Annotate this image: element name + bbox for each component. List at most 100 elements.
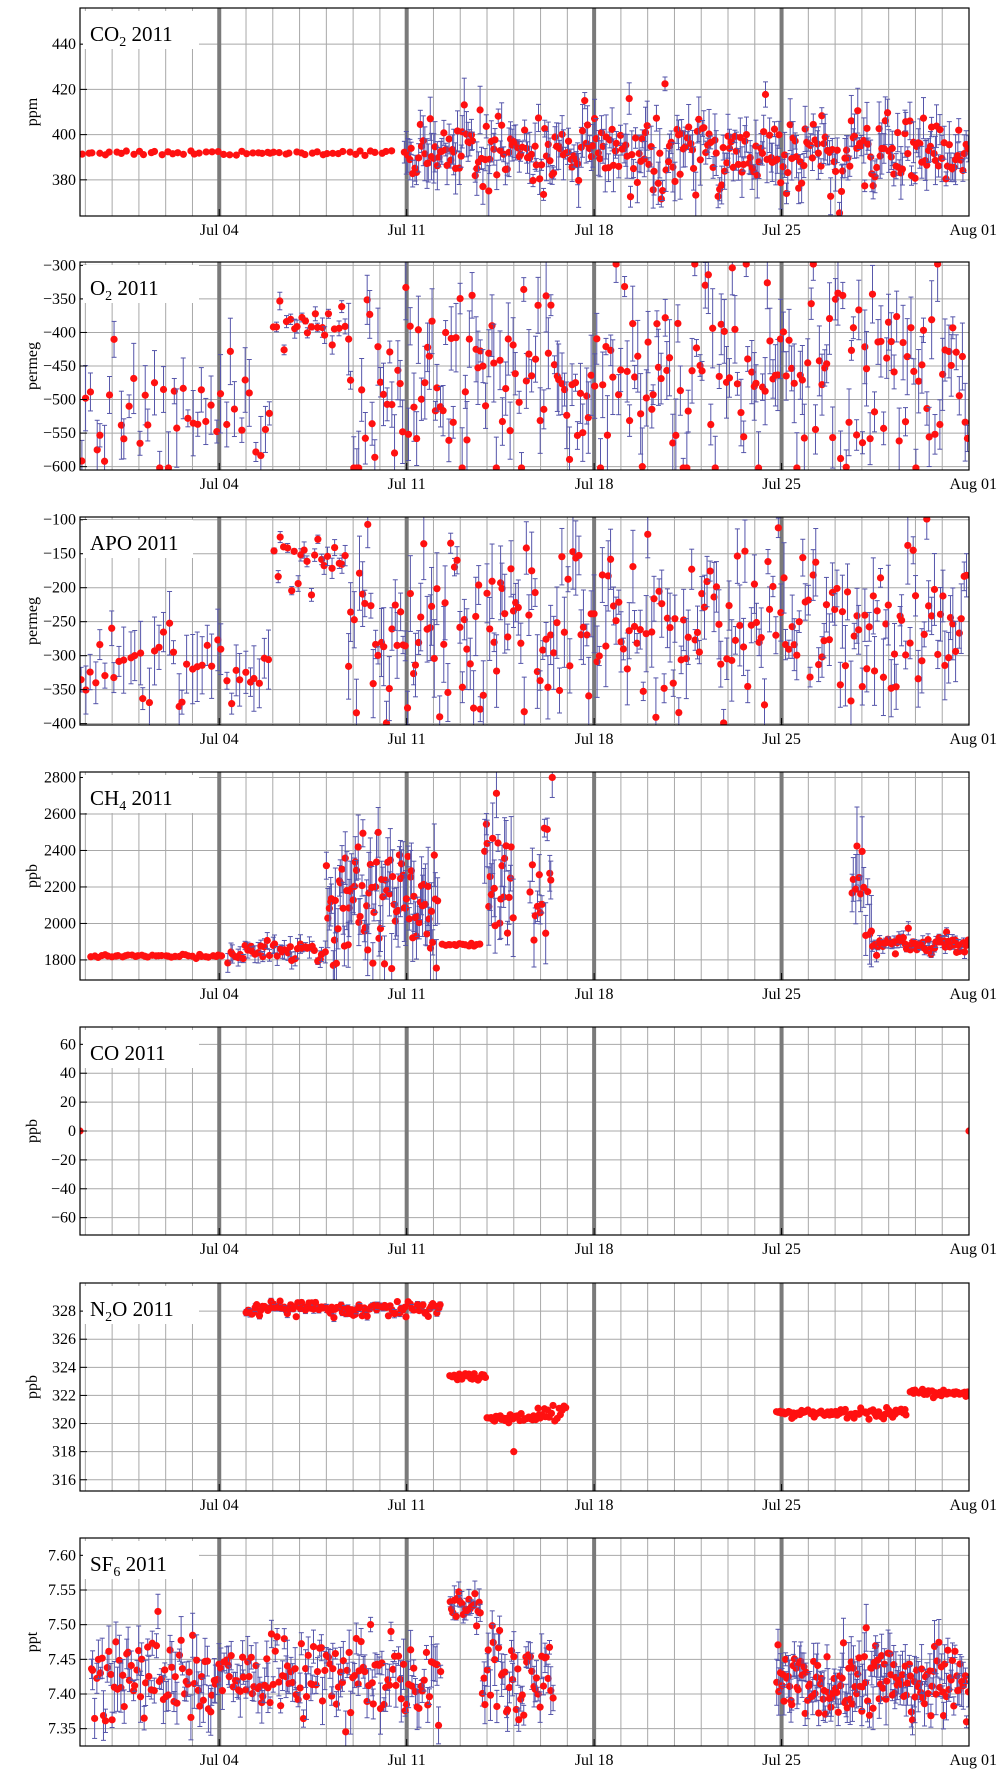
data-point bbox=[599, 381, 607, 389]
data-point bbox=[538, 900, 546, 908]
data-point bbox=[352, 866, 361, 874]
data-point bbox=[902, 651, 910, 659]
x-tick-label: Jul 25 bbox=[762, 222, 801, 239]
data-point bbox=[329, 149, 337, 157]
data-point bbox=[930, 585, 939, 594]
data-point bbox=[88, 149, 96, 157]
data-point bbox=[407, 867, 415, 875]
data-point bbox=[322, 862, 331, 870]
data-point bbox=[884, 318, 893, 326]
data-point bbox=[433, 162, 441, 170]
data-point bbox=[457, 152, 465, 160]
data-point bbox=[345, 904, 353, 912]
data-point bbox=[815, 357, 823, 365]
data-point bbox=[728, 656, 736, 665]
data-point bbox=[372, 640, 380, 649]
data-point bbox=[385, 685, 393, 693]
data-point bbox=[155, 643, 163, 651]
data-point bbox=[415, 154, 423, 162]
data-point bbox=[634, 352, 642, 360]
data-point bbox=[849, 324, 857, 332]
data-point bbox=[313, 148, 321, 156]
data-point bbox=[906, 117, 914, 125]
data-point bbox=[696, 156, 704, 164]
data-point bbox=[144, 421, 152, 429]
data-point bbox=[725, 374, 734, 382]
data-point bbox=[426, 115, 434, 123]
data-point bbox=[332, 959, 341, 967]
data-point bbox=[364, 520, 372, 529]
data-point bbox=[565, 455, 574, 464]
y-tick-label: −350 bbox=[43, 682, 76, 699]
data-point bbox=[522, 144, 531, 152]
data-point bbox=[675, 708, 683, 717]
data-point bbox=[653, 320, 661, 328]
data-point bbox=[389, 873, 397, 881]
data-point bbox=[506, 874, 515, 882]
data-point bbox=[765, 605, 774, 613]
data-point bbox=[547, 876, 555, 884]
data-point bbox=[388, 147, 396, 155]
data-point bbox=[623, 367, 631, 376]
data-point bbox=[214, 147, 222, 156]
data-point bbox=[355, 464, 363, 470]
data-point bbox=[331, 543, 339, 552]
data-point bbox=[845, 418, 853, 426]
data-point bbox=[402, 904, 410, 912]
data-point bbox=[264, 656, 273, 664]
data-point bbox=[407, 873, 415, 881]
data-point bbox=[661, 80, 669, 88]
title-background bbox=[83, 265, 199, 303]
data-point bbox=[595, 652, 603, 660]
data-point bbox=[515, 398, 523, 406]
data-point bbox=[779, 163, 787, 171]
x-tick-label: Aug 01 bbox=[949, 731, 997, 748]
data-point bbox=[615, 598, 623, 606]
data-point bbox=[773, 155, 781, 163]
data-point bbox=[698, 590, 706, 598]
data-point bbox=[169, 648, 178, 656]
data-point bbox=[531, 355, 540, 363]
data-point bbox=[903, 353, 911, 361]
data-point bbox=[334, 925, 342, 933]
data-point bbox=[804, 359, 812, 367]
data-point bbox=[122, 147, 130, 155]
data-point bbox=[548, 773, 556, 782]
x-tick-label: Jul 18 bbox=[575, 222, 614, 239]
data-point bbox=[748, 368, 756, 376]
y-tick-label: −450 bbox=[43, 358, 76, 375]
data-point bbox=[108, 624, 116, 632]
data-point bbox=[790, 641, 798, 649]
data-point bbox=[503, 929, 512, 937]
data-point bbox=[777, 179, 785, 187]
data-point bbox=[630, 622, 639, 631]
data-point bbox=[704, 271, 712, 279]
data-point bbox=[526, 888, 534, 896]
data-point bbox=[232, 151, 240, 159]
data-point bbox=[276, 533, 284, 541]
data-point bbox=[571, 379, 580, 387]
data-point bbox=[684, 407, 692, 415]
data-point bbox=[809, 120, 817, 129]
data-point bbox=[838, 167, 847, 175]
data-point bbox=[887, 153, 895, 161]
data-point bbox=[101, 672, 109, 680]
data-point bbox=[892, 683, 900, 691]
data-point bbox=[339, 147, 347, 156]
data-point bbox=[853, 612, 861, 620]
data-point bbox=[328, 341, 336, 349]
data-point bbox=[550, 169, 558, 177]
data-point bbox=[509, 914, 517, 922]
data-point bbox=[445, 135, 453, 143]
data-point bbox=[117, 421, 125, 429]
data-point bbox=[358, 386, 366, 394]
x-tick-label: Aug 01 bbox=[949, 222, 997, 239]
data-point bbox=[481, 847, 489, 855]
data-point bbox=[528, 567, 536, 575]
data-point bbox=[650, 595, 658, 603]
data-point bbox=[877, 337, 885, 346]
data-point bbox=[426, 624, 434, 632]
data-point bbox=[960, 948, 969, 956]
data-point bbox=[96, 149, 104, 157]
data-point bbox=[338, 865, 346, 873]
